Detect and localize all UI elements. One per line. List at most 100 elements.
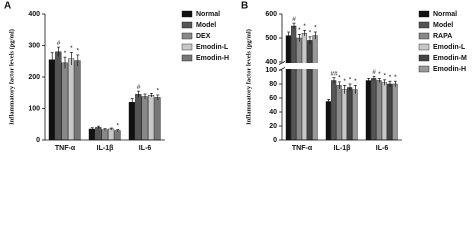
bar: [74, 60, 81, 141]
bar: [341, 89, 347, 141]
y-tick-label: 40: [269, 109, 277, 116]
figure: A Inflammatory factor levels (pg/ml) 0 100 2…: [4, 1, 467, 152]
significance-marker: *: [394, 74, 397, 81]
legend-swatch: [418, 43, 430, 51]
significance-marker: #: [57, 40, 61, 47]
significance-marker: *: [64, 50, 67, 57]
x-tick-label: IL-1β: [97, 145, 114, 152]
bar: [141, 96, 148, 141]
bar: [147, 95, 155, 141]
bar: [387, 83, 393, 141]
legend-label: Emodin-L: [196, 44, 229, 51]
legend-label: Model: [196, 22, 216, 29]
bar: [307, 40, 313, 141]
legend-label: Emodin-L: [433, 44, 466, 51]
break-mark: [278, 61, 286, 65]
legend-swatch: [418, 10, 430, 18]
significance-marker: *: [343, 78, 346, 85]
bar: [392, 83, 398, 141]
bar: [347, 87, 353, 141]
y-axis-label: Inflammatory factor levels (pg/ml): [8, 29, 15, 125]
bar: [291, 25, 297, 141]
y-tick-label: 200: [28, 74, 40, 81]
y-tick-label: 0: [36, 137, 40, 144]
y-tick-label: 500: [265, 35, 277, 42]
legend-swatch: [418, 32, 430, 40]
bar: [67, 58, 75, 141]
significance-marker: *: [349, 77, 352, 84]
legend-label: Emodin-H: [196, 55, 229, 62]
y-tick-label: 400: [265, 59, 277, 66]
legend-label: DEX: [196, 33, 211, 40]
bar: [95, 127, 102, 141]
legend-swatch: [181, 10, 193, 18]
significance-marker: ##: [330, 70, 338, 77]
x-tick-label: TNF-α: [55, 145, 76, 152]
y-tick-label: 0: [273, 137, 277, 144]
y-tick-label: 20: [269, 123, 277, 130]
bar: [114, 130, 121, 141]
bar: [331, 80, 337, 141]
bar: [107, 128, 115, 141]
significance-marker: *: [298, 27, 301, 34]
significance-marker: *: [314, 25, 317, 32]
bar: [55, 51, 62, 141]
y-tick-label: 400: [28, 11, 40, 18]
significance-marker: *: [117, 122, 120, 129]
bar: [88, 128, 96, 141]
bar: [61, 62, 68, 141]
legend-swatch: [181, 21, 193, 29]
significance-marker: *: [378, 71, 381, 78]
bar: [48, 59, 56, 141]
legend-swatch: [418, 21, 430, 29]
significance-marker: #: [137, 84, 141, 91]
bar: [296, 37, 302, 141]
legend-label: Normal: [433, 11, 457, 18]
y-tick-label: 300: [28, 42, 40, 49]
legend-label: RAPA: [433, 33, 452, 40]
break-mark: [278, 67, 286, 71]
legend-label: Emodin-M: [433, 55, 467, 62]
significance-marker: #: [292, 16, 296, 23]
bar: [381, 82, 387, 141]
legend-swatch: [181, 32, 193, 40]
significance-marker: #: [372, 69, 376, 76]
x-tick-label: IL-6: [376, 145, 389, 152]
significance-marker: *: [303, 23, 306, 30]
y-tick-label: 100: [28, 105, 40, 112]
bar: [365, 80, 371, 141]
y-tick-label: 80: [269, 81, 277, 88]
bar: [128, 101, 136, 141]
x-tick-label: IL-1β: [334, 145, 351, 152]
bar: [101, 129, 108, 141]
legend-label: Normal: [196, 11, 220, 18]
x-tick-label: IL-6: [139, 145, 152, 152]
significance-marker: *: [309, 30, 312, 37]
y-tick-label: 60: [269, 95, 277, 102]
axis-break-gap: [278, 63, 402, 69]
bar: [301, 33, 307, 141]
panel-label: A: [4, 1, 11, 12]
significance-marker: *: [389, 74, 392, 81]
legend-swatch: [418, 65, 430, 73]
bar: [325, 101, 331, 141]
y-axis-label: Inflammatory factor levels (pg/ml): [245, 29, 252, 125]
legend-label: Emodin-H: [433, 66, 466, 73]
legend-swatch: [418, 54, 430, 62]
bar: [352, 89, 358, 141]
significance-marker: *: [383, 73, 386, 80]
bar: [285, 35, 291, 141]
legend-swatch: [181, 54, 193, 62]
significance-marker: *: [70, 45, 73, 52]
bar: [154, 97, 161, 141]
y-tick-label: 100: [265, 67, 277, 74]
significance-marker: *: [157, 88, 160, 95]
legend-label: Model: [433, 22, 453, 29]
significance-marker: *: [77, 48, 80, 55]
bar: [312, 35, 318, 141]
panel-label: B: [241, 1, 248, 12]
significance-marker: *: [354, 78, 357, 85]
bar: [376, 80, 382, 141]
bar: [135, 94, 142, 141]
significance-marker: *: [338, 75, 341, 82]
